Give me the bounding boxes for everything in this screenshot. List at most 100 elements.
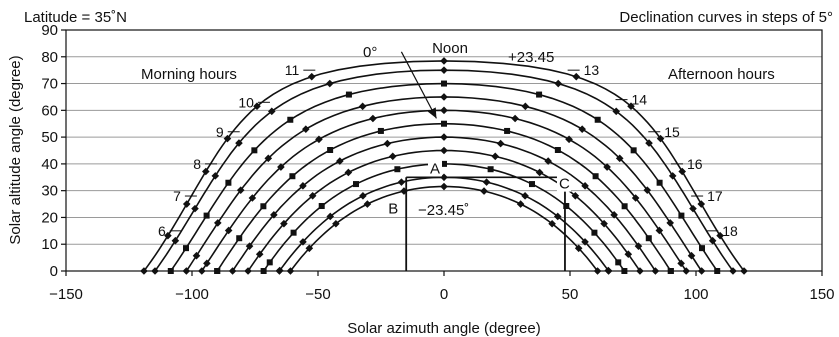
hour-marker [299, 182, 307, 190]
hour-label: 10 [238, 94, 254, 110]
hour-marker [235, 139, 243, 147]
y-tick-label: 60 [41, 102, 58, 119]
hour-marker [678, 212, 685, 219]
y-tick-label: 20 [41, 209, 58, 226]
hour-marker [388, 152, 397, 161]
hour-marker [716, 231, 724, 240]
hour-marker [656, 134, 665, 143]
hour-marker [708, 236, 717, 245]
hour-marker [245, 242, 254, 250]
hour-marker [630, 147, 637, 154]
x-tick-label: −150 [49, 286, 83, 303]
hour-marker [307, 72, 316, 81]
hour-label: 9 [216, 124, 224, 140]
declination-label-min: −23.45˚ [418, 202, 469, 219]
hour-marker [358, 102, 367, 111]
x-tick-label: 150 [809, 286, 834, 303]
hour-label: 7 [173, 188, 181, 204]
hour-marker [655, 226, 664, 235]
hour-marker [553, 212, 562, 221]
hour-marker [687, 251, 696, 260]
hour-marker [563, 203, 570, 210]
hour-marker [480, 187, 488, 195]
annotation-label-bg [428, 160, 442, 177]
hour-marker [289, 173, 296, 180]
hour-marker [325, 79, 334, 88]
hour-marker [528, 181, 535, 188]
hour-marker [397, 178, 406, 186]
hour-marker [592, 173, 599, 180]
y-tick-label: 30 [41, 183, 58, 200]
hour-markers [140, 57, 748, 275]
hour-marker [440, 106, 448, 115]
hour-marker [377, 127, 384, 134]
hour-marker [487, 166, 494, 173]
hour-marker [572, 72, 581, 81]
hour-marker [260, 203, 267, 210]
hour-label: 18 [722, 223, 738, 239]
hour-marker [581, 238, 589, 246]
hour-marker [305, 244, 314, 253]
hour-marker [440, 57, 448, 65]
x-tick-label: −50 [305, 286, 330, 303]
hour-marker [571, 191, 580, 200]
hour-marker [318, 203, 325, 210]
hour-label: 14 [632, 92, 648, 108]
hour-marker [544, 157, 552, 165]
hour-label: 17 [707, 188, 723, 204]
hour-marker [280, 219, 288, 228]
annotation-label-c: C [559, 176, 570, 193]
hour-marker [440, 66, 448, 74]
y-tick-label: 70 [41, 76, 58, 93]
hour-marker [521, 102, 530, 111]
declination-label-max: +23.45 [508, 49, 554, 66]
declination-curve [216, 122, 672, 272]
hour-marker [643, 186, 652, 194]
axis-ticks: 0 10 20 30 40 50 60 70 80 90 −150 −100 −50 0 50 100 150 [41, 22, 834, 303]
hour-marker [610, 211, 618, 219]
hour-marker [255, 250, 264, 259]
hour-marker [600, 219, 608, 228]
hour-marker [535, 168, 544, 177]
hour-label: 6 [158, 223, 166, 239]
y-tick-label: 10 [41, 236, 58, 253]
hour-marker [191, 204, 199, 213]
hour-label: 16 [687, 156, 703, 172]
hour-marker [645, 235, 652, 242]
hour-marker [211, 172, 220, 180]
hour-marker [521, 192, 529, 200]
hour-marker [581, 182, 589, 190]
hour-marker [248, 194, 257, 202]
hour-marker [677, 259, 685, 268]
hour-marker [697, 200, 706, 208]
hour-marker [299, 238, 307, 246]
hour-marker [203, 259, 211, 268]
hour-marker [236, 235, 243, 242]
y-tick-label: 40 [41, 156, 58, 173]
hour-marker [612, 107, 621, 116]
hour-marker [225, 179, 232, 186]
hour-marker [548, 219, 556, 228]
hour-marker [201, 167, 210, 176]
hour-marker [203, 212, 210, 219]
hour-marker [615, 154, 624, 163]
hour-label: 15 [664, 124, 680, 140]
hour-marker [383, 139, 392, 148]
y-axis-title: Solar altitude angle (degree) [7, 55, 24, 244]
hour-marker [264, 154, 273, 163]
hour-marker [627, 102, 635, 111]
title-latitude: Latitude = 35˚N [24, 9, 127, 26]
hour-marker [441, 160, 447, 167]
hour-marker [267, 107, 276, 116]
hour-marker [344, 168, 353, 177]
hour-marker [441, 80, 447, 87]
hour-marker [236, 186, 245, 194]
hour-marker [224, 226, 233, 235]
hour-marker [315, 135, 323, 144]
hour-marker [594, 116, 601, 123]
hour-marker [624, 250, 633, 259]
annotation-label-a: A [430, 160, 440, 177]
arrow-head [427, 107, 437, 119]
hour-marker [182, 200, 191, 208]
